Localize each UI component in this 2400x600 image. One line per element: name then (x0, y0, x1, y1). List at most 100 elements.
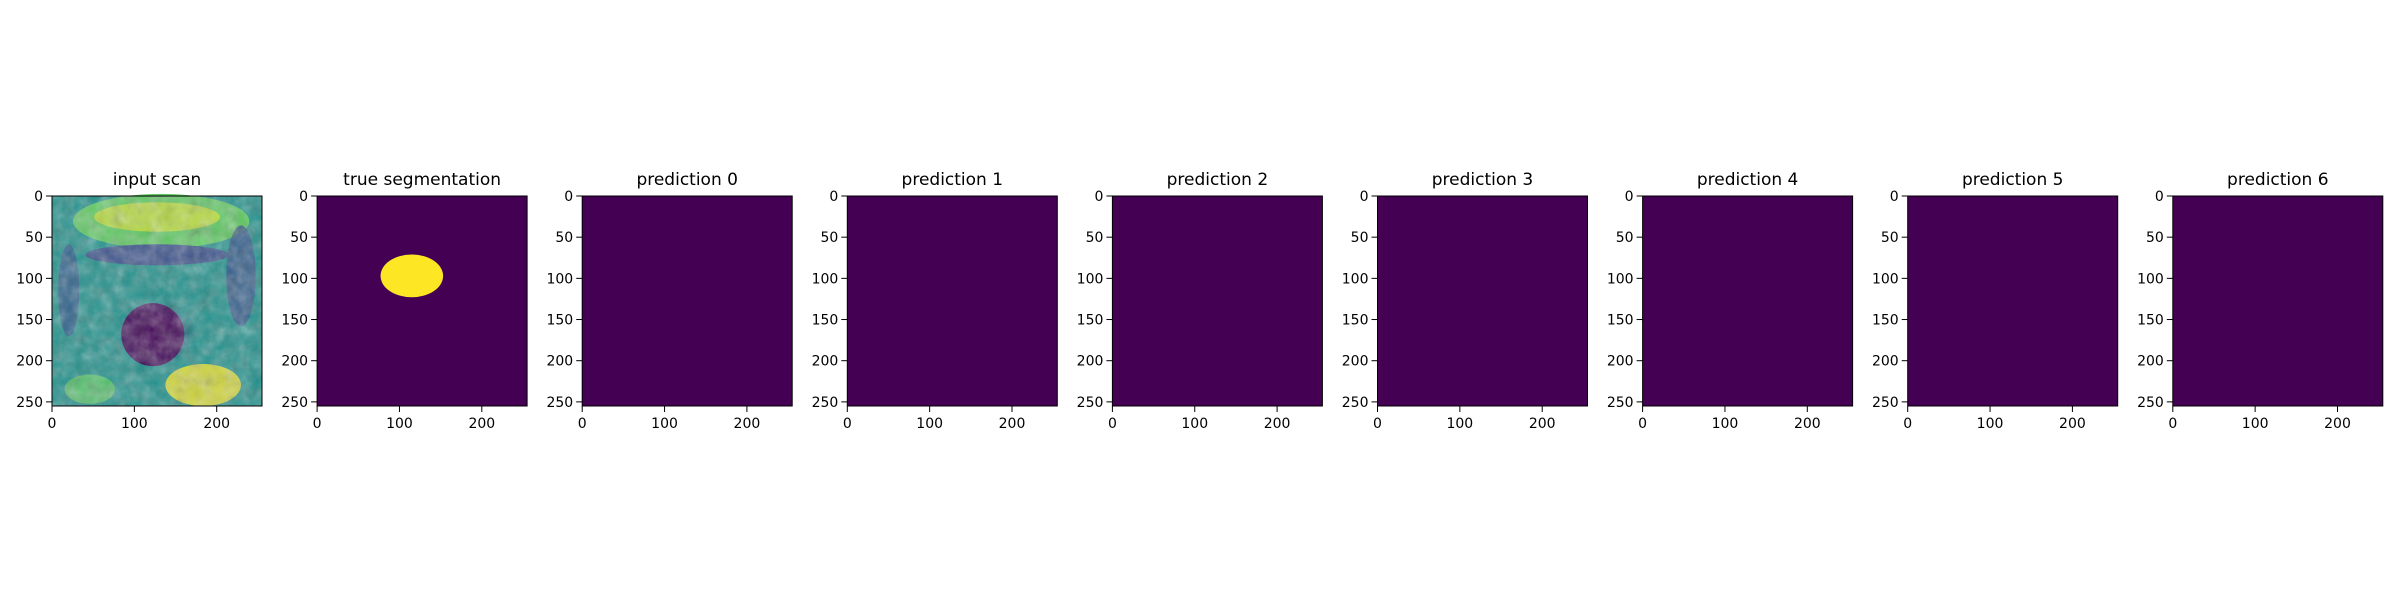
y-tick-label: 250 (812, 395, 839, 411)
panel-6: prediction 3 0 100 200 0 50 100 150 200 250 (1342, 170, 1588, 432)
y-tick-label: 0 (2155, 189, 2164, 205)
panel-title: prediction 0 (636, 170, 738, 190)
y-tick-label: 250 (281, 395, 308, 411)
y-tick-label: 150 (546, 313, 573, 329)
y-tick-label: 0 (829, 189, 838, 205)
y-tick-label: 0 (1890, 189, 1899, 205)
x-tick-label: 100 (651, 416, 678, 432)
y-tick-label: 50 (1616, 230, 1634, 246)
x-tick-label: 100 (2242, 416, 2269, 432)
axes-frame (51, 195, 263, 407)
image-area (1642, 196, 1853, 406)
y-tick-label: 200 (2137, 354, 2164, 370)
y-tick-label: 100 (1607, 271, 1634, 287)
y-tick-label: 50 (290, 230, 308, 246)
y-tick-label: 150 (1077, 313, 1104, 329)
y-tick-label: 100 (1872, 271, 1899, 287)
x-tick-label: 0 (313, 416, 322, 432)
y-tick-label: 200 (546, 354, 573, 370)
y-tick-label: 250 (1607, 395, 1634, 411)
y-tick-label: 100 (1342, 271, 1369, 287)
y-tick-label: 0 (34, 189, 43, 205)
y-tick-label: 200 (16, 354, 43, 370)
x-tick-label: 100 (1181, 416, 1208, 432)
y-tick-label: 100 (1077, 271, 1104, 287)
image-area (317, 196, 528, 406)
y-tick-label: 200 (812, 354, 839, 370)
x-tick-label: 100 (916, 416, 943, 432)
x-tick-label: 200 (1529, 416, 1556, 432)
y-tick-label: 100 (2137, 271, 2164, 287)
image-area (1907, 196, 2118, 406)
y-tick-label: 0 (1094, 189, 1103, 205)
x-tick-label: 0 (1373, 416, 1382, 432)
axes-frame (846, 195, 1058, 407)
panel-7: prediction 4 0 100 200 0 50 100 150 200 250 (1607, 170, 1854, 432)
y-tick-label: 250 (546, 395, 573, 411)
y-tick-label: 100 (812, 271, 839, 287)
y-tick-label: 250 (1872, 395, 1899, 411)
image-area (1112, 196, 1323, 406)
panel-9: prediction 6 0 100 200 0 50 100 150 200 250 (2137, 170, 2384, 432)
y-tick-label: 100 (16, 271, 43, 287)
image-area (847, 196, 1058, 406)
image-area (582, 196, 793, 406)
y-tick-label: 100 (546, 271, 573, 287)
y-tick-label: 200 (281, 354, 308, 370)
panel-title: true segmentation (343, 170, 501, 190)
y-tick-label: 50 (2146, 230, 2164, 246)
x-tick-label: 0 (578, 416, 587, 432)
y-tick-label: 150 (2137, 313, 2164, 329)
x-tick-label: 100 (1446, 416, 1473, 432)
y-tick-label: 150 (1872, 313, 1899, 329)
axes-frame (1377, 195, 1588, 407)
panel-title: prediction 5 (1962, 170, 2064, 190)
panel-4: prediction 1 0 100 200 0 50 100 150 200 250 (812, 170, 1058, 432)
panel-title: prediction 3 (1432, 170, 1534, 190)
y-tick-label: 50 (555, 230, 573, 246)
x-tick-label: 0 (1903, 416, 1912, 432)
y-tick-label: 150 (281, 313, 308, 329)
x-tick-label: 100 (121, 416, 148, 432)
y-tick-label: 50 (820, 230, 838, 246)
image-area (2172, 196, 2383, 406)
panel-title: prediction 4 (1697, 170, 1799, 190)
x-tick-label: 100 (386, 416, 413, 432)
panel-1: input scan 0 100 200 0 50 100 150 200 250 (16, 170, 263, 432)
x-tick-label: 200 (734, 416, 761, 432)
x-tick-label: 200 (1264, 416, 1291, 432)
panel-title: prediction 2 (1167, 170, 1269, 190)
x-tick-label: 200 (203, 416, 230, 432)
x-tick-label: 100 (1712, 416, 1739, 432)
y-tick-label: 150 (1342, 313, 1369, 329)
y-tick-label: 250 (16, 395, 43, 411)
panel-title: prediction 6 (2227, 170, 2329, 190)
x-tick-label: 200 (999, 416, 1026, 432)
x-tick-label: 200 (2059, 416, 2086, 432)
y-tick-label: 0 (564, 189, 573, 205)
panel-5: prediction 2 0 100 200 0 50 100 150 200 250 (1077, 170, 1323, 432)
y-tick-label: 200 (1872, 354, 1899, 370)
y-tick-label: 50 (1881, 230, 1899, 246)
panel-title: prediction 1 (902, 170, 1004, 190)
x-tick-label: 200 (2324, 416, 2351, 432)
y-tick-label: 0 (1625, 189, 1634, 205)
y-tick-label: 250 (1077, 395, 1104, 411)
y-tick-label: 150 (812, 313, 839, 329)
axes-frame (1642, 195, 1854, 407)
y-tick-label: 0 (1360, 189, 1369, 205)
y-tick-label: 200 (1342, 354, 1369, 370)
x-tick-label: 0 (1638, 416, 1647, 432)
axes-frame (581, 195, 793, 407)
y-tick-label: 150 (16, 313, 43, 329)
image-area (1377, 196, 1588, 406)
panel-3: prediction 0 0 100 200 0 50 100 150 200 250 (546, 170, 793, 432)
y-tick-label: 200 (1077, 354, 1104, 370)
x-tick-label: 100 (1977, 416, 2004, 432)
scan-image (52, 193, 262, 406)
panel-8: prediction 5 0 100 200 0 50 100 150 200 250 (1872, 170, 2119, 432)
y-tick-label: 250 (1342, 395, 1369, 411)
x-tick-label: 0 (1108, 416, 1117, 432)
x-tick-label: 200 (1794, 416, 1821, 432)
